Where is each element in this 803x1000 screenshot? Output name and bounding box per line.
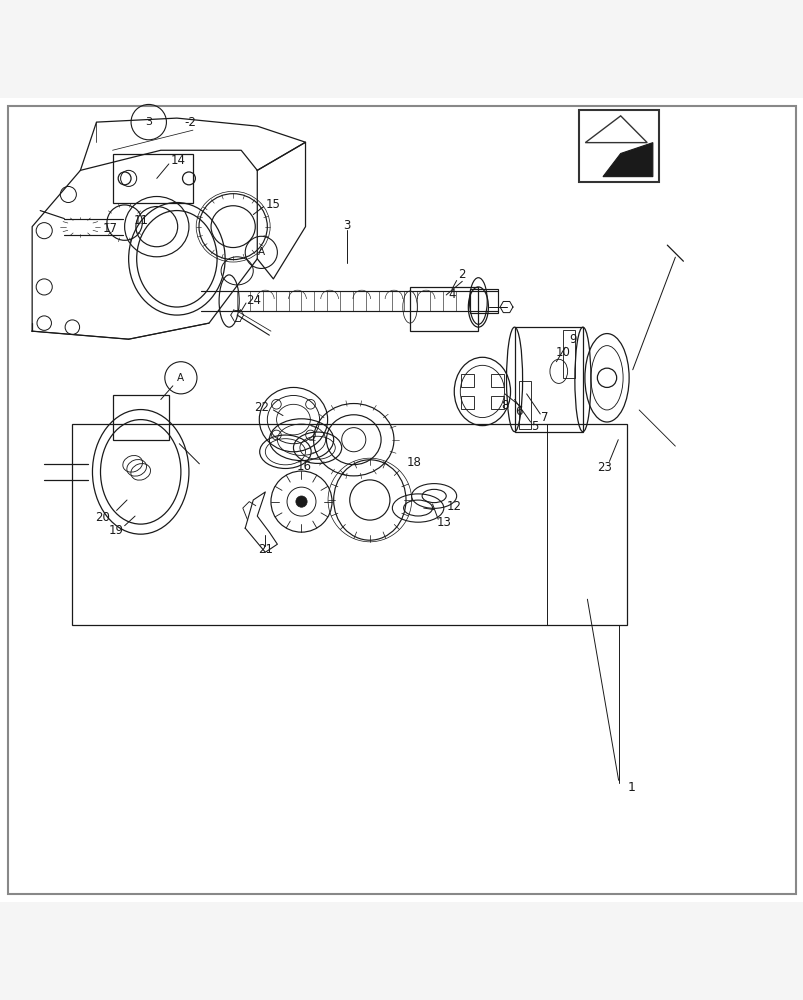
Text: 9: 9: [569, 333, 577, 346]
Text: A: A: [177, 373, 184, 383]
Bar: [72, 424, 626, 625]
Bar: [470, 289, 498, 313]
Bar: [460, 396, 473, 409]
Text: 22: 22: [254, 401, 268, 414]
Text: 10: 10: [555, 346, 569, 359]
Bar: [112, 395, 169, 440]
Bar: [491, 396, 503, 409]
Bar: [410, 287, 478, 331]
Polygon shape: [602, 143, 652, 177]
Text: 3: 3: [343, 219, 351, 232]
Bar: [460, 374, 473, 387]
Text: A: A: [258, 247, 264, 257]
Text: 5: 5: [530, 420, 538, 433]
Bar: [514, 327, 582, 432]
Bar: [562, 330, 574, 378]
Text: 4: 4: [447, 288, 455, 301]
Text: 2: 2: [458, 268, 466, 281]
Text: 11: 11: [133, 214, 148, 227]
Text: 14: 14: [171, 154, 185, 167]
Text: 15: 15: [266, 198, 280, 211]
Text: 12: 12: [446, 500, 461, 513]
Text: 3: 3: [145, 117, 152, 127]
Text: 19: 19: [109, 524, 124, 537]
Text: 8: 8: [500, 399, 508, 412]
Text: 21: 21: [258, 543, 272, 556]
Circle shape: [296, 496, 307, 507]
Text: 24: 24: [246, 294, 260, 307]
Bar: [112, 154, 193, 203]
Text: 7: 7: [540, 411, 548, 424]
Text: 1: 1: [626, 781, 634, 794]
Bar: [578, 110, 658, 182]
Text: 16: 16: [296, 460, 311, 473]
Text: 20: 20: [96, 511, 110, 524]
Bar: [491, 374, 503, 387]
Text: 13: 13: [436, 516, 450, 529]
Text: 18: 18: [406, 456, 421, 469]
Text: -2: -2: [185, 116, 196, 129]
Text: 17: 17: [103, 222, 117, 235]
Polygon shape: [585, 116, 646, 143]
Bar: [518, 381, 530, 429]
Text: 6: 6: [514, 405, 522, 418]
Text: 23: 23: [597, 461, 611, 474]
